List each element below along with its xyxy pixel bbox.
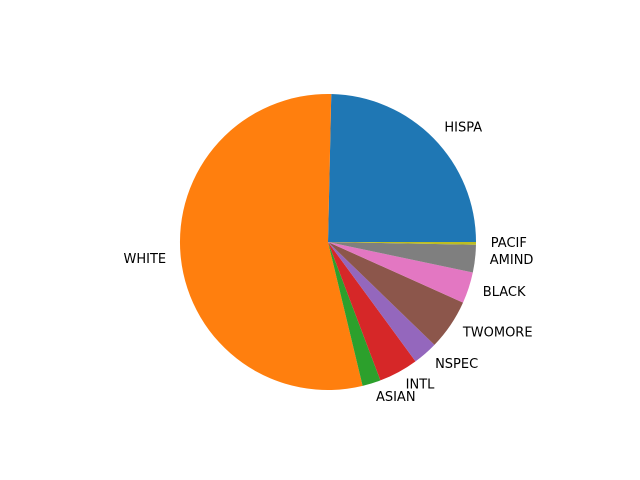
pie-slice-pacif: [328, 242, 476, 245]
pie-slice-black: [328, 242, 473, 303]
pie-slice-hispa: [328, 94, 476, 242]
pie-slice-nspec: [328, 242, 435, 362]
pie-label-hispa: HISPA: [444, 121, 482, 136]
pie-label-pacif: PACIF: [491, 236, 527, 251]
pie-label-intl: INTL: [406, 378, 435, 393]
pie-slice-white: [179, 94, 363, 391]
pie-slice-asian: [328, 242, 381, 386]
pie-slice-intl: [328, 242, 416, 381]
pie-label-amind: AMIND: [490, 253, 534, 268]
pie-label-asian: ASIAN: [376, 390, 416, 405]
pie-label-nspec: NSPEC: [435, 357, 478, 372]
pie-label-twomore: TWOMORE: [462, 326, 533, 341]
pie-slice-amind: [328, 242, 476, 273]
pie-label-black: BLACK: [483, 285, 526, 300]
pie-label-white: WHITE: [124, 252, 167, 267]
pie-slice-twomore: [328, 242, 464, 345]
pie-slices: [179, 94, 476, 391]
